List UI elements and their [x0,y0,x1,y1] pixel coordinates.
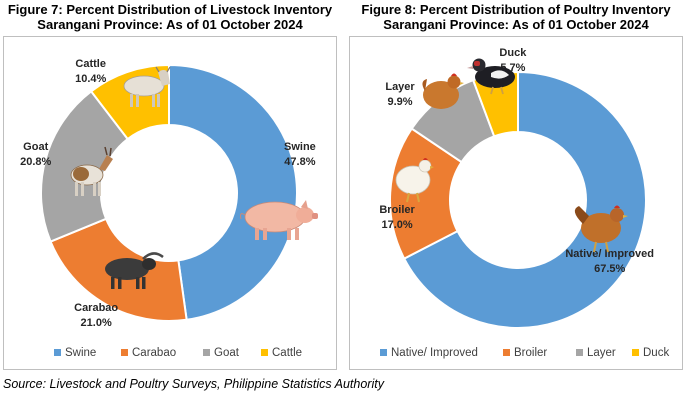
legend-item-cattle: Cattle [261,347,302,359]
figure-8-title-line2: Sarangani Province: As of 01 October 202… [383,17,649,32]
source-note: Source: Livestock and Poultry Surveys, P… [3,377,384,391]
legend-item-native-improved: Native/ Improved [380,347,478,359]
legend-label: Carabao [132,347,176,359]
figure-8-title-line1: Figure 8: Percent Distribution of Poultr… [361,2,671,17]
legend-swatch [203,349,210,356]
legend-label: Goat [214,347,240,359]
pig-icon [240,200,318,240]
legend-item-broiler: Broiler [503,347,547,359]
figure-8-title: Figure 8: Percent Distribution of Poultr… [349,2,683,32]
data-label-cattle: Cattle 10.4% [75,58,106,85]
data-label-value: 21.0% [81,317,112,329]
data-label-value: 67.5% [594,263,625,275]
data-label-category: Goat [23,141,48,153]
data-label-value: 20.8% [20,156,51,168]
data-label-layer: Layer 9.9% [385,81,415,108]
figure-7-title-line1: Figure 7: Percent Distribution of Livest… [7,2,333,17]
legend-item-carabao: Carabao [121,347,176,359]
legend-swatch [54,349,61,356]
legend-swatch [632,349,639,356]
legend-label: Swine [65,347,96,359]
legend-swatch [576,349,583,356]
figure-7-title-line2: Sarangani Province: As of 01 October 202… [37,17,303,32]
data-label-native-improved: Native/ Improved 67.5% [565,248,654,275]
legend-item-goat: Goat [203,347,240,359]
legend-item-swine: Swine [54,347,96,359]
data-label-category: Cattle [75,58,106,70]
figure-8-panel: Figure 8: Percent Distribution of Poultr… [349,2,683,370]
legend-label: Native/ Improved [391,347,478,359]
figure-8-chart-area: Native/ Improved 67.5% Broiler 17.0% Layer 9.… [349,36,683,370]
legend-label: Cattle [272,347,302,359]
data-label-category: Layer [385,81,415,93]
livestock-donut-chart: Swine 47.8% Carabao 21.0% Goat 20.8% Cattle 10.… [20,58,318,359]
slice-native-improved [402,70,647,329]
slice-swine [168,63,298,321]
data-label-category: Broiler [379,204,415,216]
data-label-carabao: Carabao 21.0% [74,302,118,329]
data-label-category: Duck [499,47,527,59]
legend-swatch [380,349,387,356]
figure-7-chart-area: Swine 47.8% Carabao 21.0% Goat 20.8% Cattle 10.… [3,36,337,370]
data-label-goat: Goat 20.8% [20,141,51,168]
legend-label: Duck [643,347,669,359]
figure-7-panel: Figure 7: Percent Distribution of Livest… [3,2,337,370]
data-label-value: 10.4% [75,73,106,85]
data-label-category: Swine [284,141,316,153]
legend-swatch [503,349,510,356]
legend-swatch [121,349,128,356]
legend-label: Layer [587,347,616,359]
hen-icon [574,205,628,253]
data-label-category: Carabao [74,302,118,314]
data-label-broiler: Broiler 17.0% [379,204,415,231]
data-label-value: 17.0% [381,219,412,231]
data-label-swine: Swine 47.8% [284,141,316,168]
goat-icon [70,146,113,196]
data-label-value: 9.9% [387,96,412,108]
water-buffalo-icon [105,252,164,289]
legend-label: Broiler [514,347,547,359]
brown-chicken-icon [422,73,464,109]
legend-swatch [261,349,268,356]
legend-item-duck: Duck [632,347,669,359]
data-label-category: Native/ Improved [565,248,654,260]
poultry-donut-chart: Native/ Improved 67.5% Broiler 17.0% Layer 9.… [379,47,669,359]
duck-icon [467,58,515,95]
data-label-value: 47.8% [284,156,315,168]
legend-item-layer: Layer [576,347,616,359]
white-chicken-icon [395,158,434,203]
cow-icon [123,66,171,107]
figure-7-title: Figure 7: Percent Distribution of Livest… [3,2,337,32]
